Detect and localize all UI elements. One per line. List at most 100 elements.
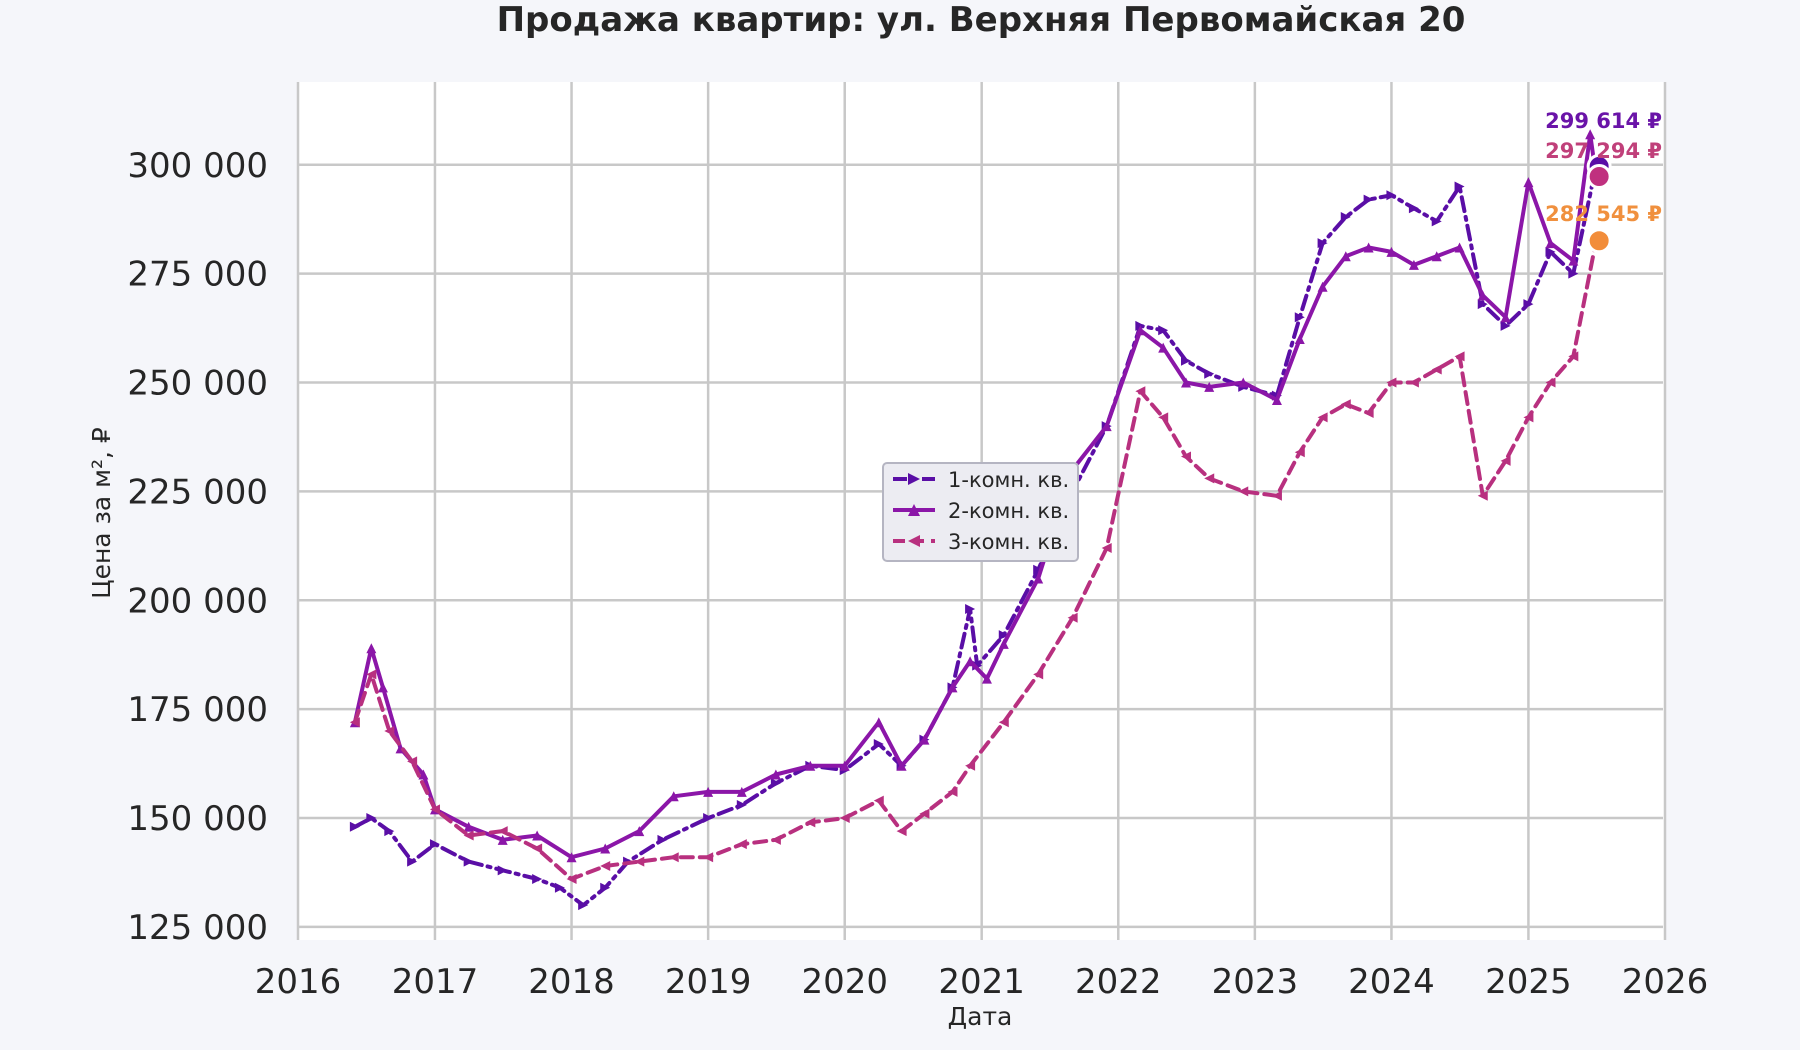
data-point (703, 852, 714, 863)
data-point (873, 717, 884, 728)
data-point (770, 834, 781, 845)
data-point (1568, 351, 1579, 362)
x-tick-label: 2021 (938, 962, 1025, 1002)
data-point (965, 603, 976, 614)
series-line (352, 238, 1599, 881)
data-point (998, 638, 1009, 649)
data-point (566, 874, 577, 885)
data-point (384, 725, 395, 736)
data-point (1408, 259, 1419, 270)
end-value-label: 299 614 ₽ (1545, 109, 1662, 133)
y-tick-label: 150 000 (127, 799, 268, 839)
data-point (1238, 486, 1249, 497)
data-point (1500, 455, 1511, 466)
x-tick-label: 2016 (255, 962, 342, 1002)
data-point (736, 786, 747, 797)
data-point (1545, 377, 1556, 388)
data-point (497, 865, 508, 876)
data-point (1158, 412, 1169, 423)
data-point (1523, 412, 1534, 423)
data-point (1454, 181, 1465, 192)
data-point (947, 786, 958, 797)
data-point (418, 769, 429, 780)
data-point (1545, 246, 1556, 257)
data-point (600, 843, 611, 854)
data-point (1317, 281, 1328, 292)
data-point (566, 852, 577, 863)
data-point (1408, 377, 1419, 388)
data-point (1294, 312, 1305, 323)
data-point (532, 843, 543, 854)
data-point (770, 778, 781, 789)
data-point (1181, 377, 1192, 388)
data-point (919, 808, 930, 819)
data-point (1101, 421, 1112, 432)
data-point (600, 860, 611, 871)
legend-label: 2-комн. кв. (948, 499, 1069, 523)
data-point (1585, 129, 1596, 140)
data-point (947, 682, 958, 693)
data-point (839, 813, 850, 824)
data-point (497, 826, 508, 837)
data-point (873, 739, 884, 750)
data-point (377, 682, 388, 693)
data-point (1204, 381, 1215, 392)
data-point (1317, 412, 1328, 423)
x-tick-label: 2017 (392, 962, 479, 1002)
data-point (703, 786, 714, 797)
legend-swatch-marker (908, 504, 920, 516)
y-tick-label: 275 000 (127, 255, 268, 295)
data-point (1477, 290, 1488, 301)
data-point (463, 821, 474, 832)
data-point (1271, 490, 1282, 501)
data-point (668, 852, 679, 863)
x-axis-label: Дата (948, 1002, 1013, 1031)
data-point (532, 830, 543, 841)
data-point (668, 791, 679, 802)
data-point (1340, 212, 1351, 223)
data-point (532, 874, 543, 885)
data-point (1568, 268, 1579, 279)
data-point (1340, 251, 1351, 262)
data-point (1340, 399, 1351, 410)
data-point (965, 656, 976, 667)
end-point-marker (1586, 228, 1612, 254)
y-tick-label: 200 000 (127, 581, 268, 621)
chart-title: Продажа квартир: ул. Верхняя Первомайска… (497, 0, 1466, 40)
data-point (349, 821, 360, 832)
data-point (1067, 612, 1078, 623)
data-point (1363, 194, 1374, 205)
data-point (463, 856, 474, 867)
data-point (1363, 242, 1374, 253)
data-point (1033, 573, 1044, 584)
data-point (873, 795, 884, 806)
data-point (497, 834, 508, 845)
data-point (384, 826, 395, 837)
series-2 (349, 129, 1602, 863)
y-tick-label: 175 000 (127, 690, 268, 730)
x-tick-label: 2026 (1622, 962, 1709, 1002)
y-tick-label: 250 000 (127, 364, 268, 404)
data-point (1386, 246, 1397, 257)
data-point (1033, 669, 1044, 680)
legend-swatch-marker (908, 535, 920, 547)
data-point (366, 669, 377, 680)
legend-label: 1-комн. кв. (948, 468, 1069, 492)
data-point (429, 804, 440, 815)
x-tick-label: 2025 (1485, 962, 1572, 1002)
series-layer (349, 129, 1602, 911)
data-point (634, 826, 645, 837)
data-point (1454, 351, 1465, 362)
x-tick-label: 2022 (1075, 962, 1162, 1002)
data-point (429, 839, 440, 850)
grid-layer (296, 82, 1667, 940)
data-point (1500, 312, 1511, 323)
data-point (600, 882, 611, 893)
y-axis-label: Цена за м², ₽ (87, 427, 116, 599)
legend-items: 1-комн. кв. 2-комн. кв. 3-комн. кв. (893, 468, 1069, 554)
data-point (919, 734, 930, 745)
data-point (896, 826, 907, 837)
series-3 (349, 235, 1602, 885)
